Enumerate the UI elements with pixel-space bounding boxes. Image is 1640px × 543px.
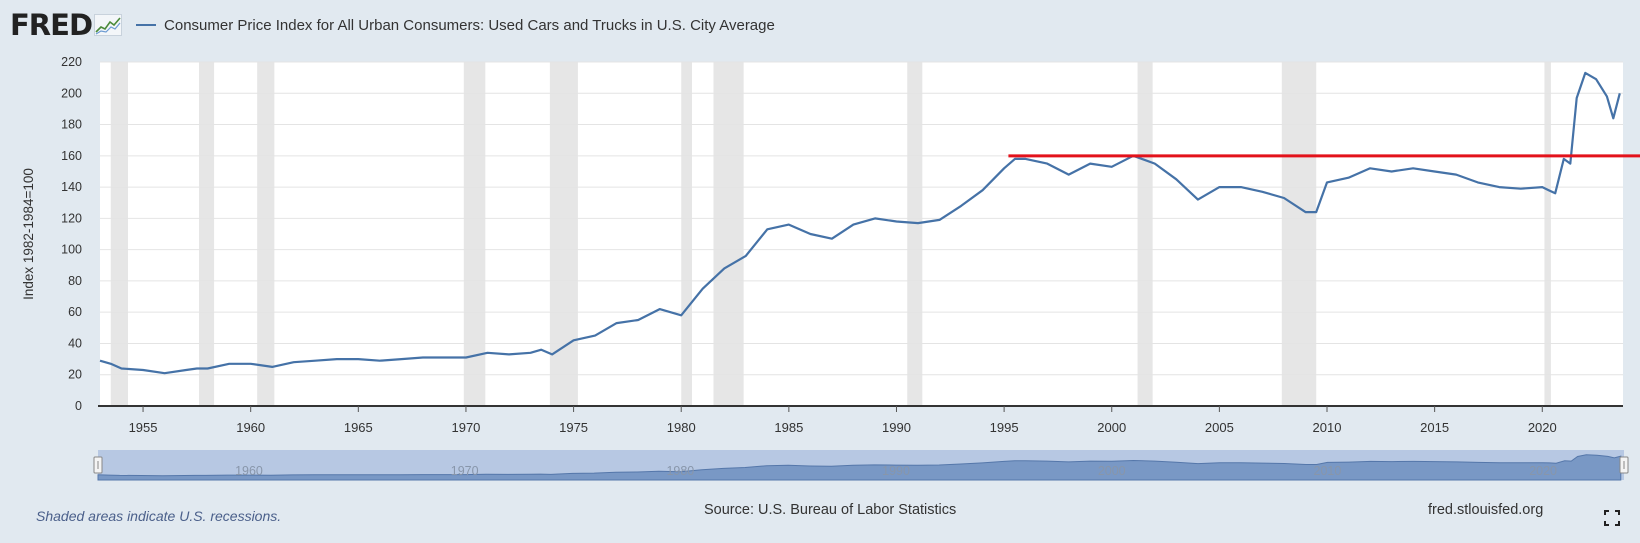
chart-legend[interactable]: Consumer Price Index for All Urban Consu… xyxy=(136,17,775,34)
x-tick-label: 1990 xyxy=(882,420,911,435)
x-tick-label: 1985 xyxy=(774,420,803,435)
x-tick-label: 2005 xyxy=(1205,420,1234,435)
recession-band xyxy=(199,62,215,406)
series-line[interactable] xyxy=(99,71,1621,375)
logo-text: FRED xyxy=(10,8,93,42)
x-tick-label: 1970 xyxy=(451,420,480,435)
legend-swatch xyxy=(136,24,157,26)
x-tick-label: 1965 xyxy=(344,420,373,435)
x-tick-label: 2020 xyxy=(1528,420,1557,435)
y-tick-label: 20 xyxy=(68,368,82,382)
recession-band xyxy=(257,62,275,406)
navigator-series xyxy=(97,454,1622,481)
recession-band xyxy=(907,62,923,406)
y-tick-label: 120 xyxy=(61,211,82,225)
fred-logo[interactable]: FRED xyxy=(10,8,123,42)
navigator-label: 2000 xyxy=(1098,464,1126,478)
recession-band xyxy=(549,62,578,406)
x-tick-label: 1975 xyxy=(559,420,588,435)
x-tick-label: 2000 xyxy=(1097,420,1126,435)
x-tick-label: 2010 xyxy=(1313,420,1342,435)
y-tick-label: 0 xyxy=(75,399,82,413)
recession-band xyxy=(110,62,128,406)
navigator-label: 2020 xyxy=(1529,464,1557,478)
recession-band xyxy=(1137,62,1153,406)
recession-note: Shaded areas indicate U.S. recessions. xyxy=(36,508,282,524)
navigator-label: 1990 xyxy=(882,464,910,478)
navigator-label: 1960 xyxy=(235,464,263,478)
x-tick-label: 1980 xyxy=(667,420,696,435)
navigator-label: 1980 xyxy=(666,464,694,478)
navigator-label: 1970 xyxy=(451,464,479,478)
y-tick-label: 80 xyxy=(68,274,82,288)
recession-band xyxy=(1281,62,1317,406)
y-tick-label: 100 xyxy=(61,243,82,257)
site-link[interactable]: fred.stlouisfed.org xyxy=(1428,502,1544,518)
x-tick-label: 2015 xyxy=(1420,420,1449,435)
x-tick-label: 1955 xyxy=(129,420,158,435)
plot-background xyxy=(100,62,1623,406)
line-graph-icon xyxy=(94,14,123,36)
legend-series-label: Consumer Price Index for All Urban Consu… xyxy=(164,16,775,34)
recession-band xyxy=(681,62,692,406)
y-tick-label: 220 xyxy=(61,55,82,69)
recession-band xyxy=(713,62,744,406)
source-attribution: Source: U.S. Bureau of Labor Statistics xyxy=(704,502,957,518)
y-tick-label: 160 xyxy=(61,149,82,163)
navigator-label: 2010 xyxy=(1314,464,1342,478)
chart-area[interactable]: 0 20 40 60 80 100 120 140 160 180 200 220 1955 1960 19… xyxy=(0,50,1640,486)
y-tick-label: 200 xyxy=(61,86,82,100)
recession-band xyxy=(463,62,486,406)
x-tick-label: 1995 xyxy=(990,420,1019,435)
y-tick-label: 180 xyxy=(61,118,82,132)
fullscreen-icon[interactable] xyxy=(1604,510,1620,526)
y-tick-label: 60 xyxy=(68,305,82,319)
recession-band xyxy=(1544,62,1551,406)
chart-header: FRED Consumer Price Index for All Urban … xyxy=(10,8,775,42)
x-tick-label: 1960 xyxy=(236,420,265,435)
y-tick-label: 40 xyxy=(68,336,82,350)
y-axis-label: Index 1982-1984=100 xyxy=(21,168,36,300)
y-tick-label: 140 xyxy=(61,180,82,194)
